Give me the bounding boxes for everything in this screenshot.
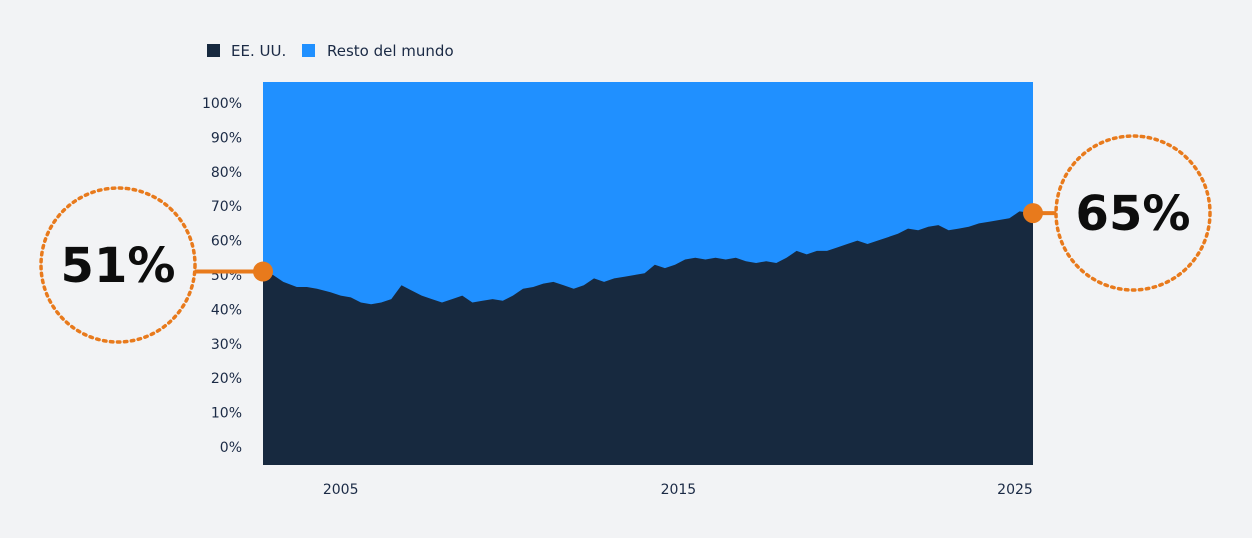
callouts: 51% 65% <box>39 134 1212 344</box>
y-tick-label: 90% <box>211 130 242 146</box>
legend-label-us: EE. UU. <box>231 42 286 60</box>
y-tick-label: 70% <box>211 199 242 215</box>
callout-ring <box>39 186 197 344</box>
y-tick-label: 20% <box>211 371 242 387</box>
callout-label: 51% <box>61 238 176 294</box>
callout-marker <box>1023 203 1043 224</box>
callout-label: 65% <box>1076 186 1191 242</box>
y-tick-label: 40% <box>211 302 242 318</box>
y-tick-label: 0% <box>220 440 242 456</box>
plot-area <box>263 82 1033 465</box>
area-us <box>263 211 1033 465</box>
y-tick-label: 10% <box>211 406 242 422</box>
y-axis: 0%10%20%30%40%50%60%70%80%90%100% <box>202 96 242 456</box>
x-tick-label: 2025 <box>997 482 1033 498</box>
callout-marker <box>253 261 273 282</box>
callout-left: 51% <box>39 186 273 344</box>
y-tick-label: 30% <box>211 337 242 353</box>
x-tick-label: 2005 <box>323 482 359 498</box>
legend-label-rest: Resto del mundo <box>327 42 454 60</box>
legend-swatch-us <box>207 44 220 57</box>
legend: EE. UU. Resto del mundo <box>207 42 454 60</box>
x-tick-label: 2015 <box>661 482 697 498</box>
callout-right: 65% <box>1023 134 1212 292</box>
legend-swatch-rest <box>302 44 315 57</box>
y-tick-label: 60% <box>211 234 242 250</box>
y-tick-label: 80% <box>211 165 242 181</box>
y-tick-label: 100% <box>202 96 242 112</box>
x-axis: 2005 2015 2025 <box>323 482 1033 498</box>
